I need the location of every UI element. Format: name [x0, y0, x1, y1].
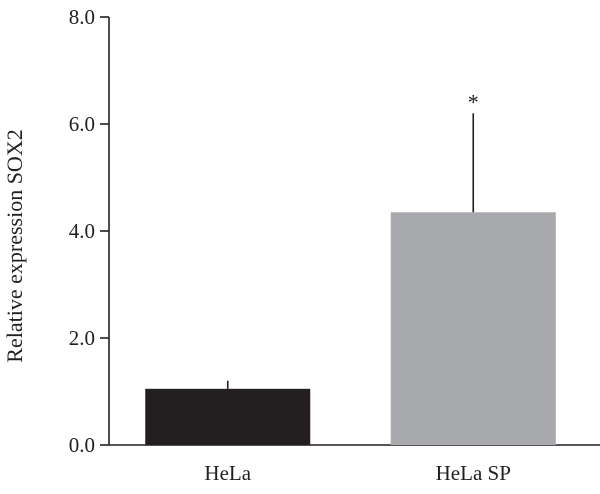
y-axis-title: Relative expression SOX2 [2, 129, 27, 362]
y-tick-label: 4.0 [69, 219, 95, 243]
bars: * [145, 89, 556, 445]
bar [390, 212, 556, 445]
y-tick-label: 0.0 [69, 433, 95, 457]
y-tick-label: 6.0 [69, 112, 95, 136]
x-category-label: HeLa [204, 461, 251, 485]
x-axis: HeLa HeLa SP [109, 444, 600, 485]
y-tick-label: 2.0 [69, 326, 95, 350]
significance-marker: * [468, 89, 479, 114]
x-category-label: HeLa SP [436, 461, 511, 485]
bar [145, 388, 311, 445]
y-tick-label: 8.0 [69, 5, 95, 29]
y-axis: 0.0 2.0 4.0 6.0 8.0 [69, 5, 110, 457]
